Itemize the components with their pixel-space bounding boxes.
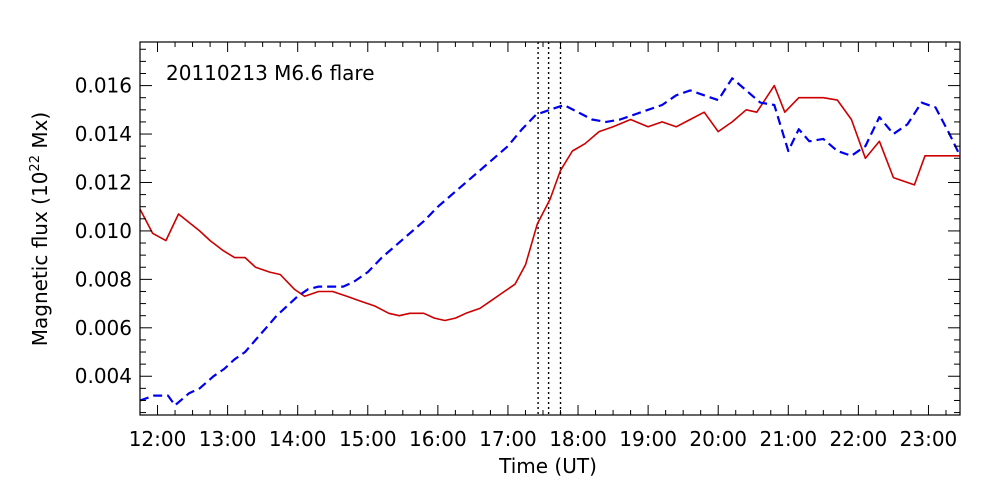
x-tick-label: 21:00 — [759, 427, 817, 451]
flare-markers — [537, 42, 562, 415]
x-tick-label: 20:00 — [689, 427, 747, 451]
x-axis-title: Time (UT) — [498, 454, 597, 478]
y-tick-label: 0.008 — [75, 267, 132, 291]
y-tick-label: 0.006 — [75, 316, 132, 340]
x-tick-label: 17:00 — [479, 427, 537, 451]
x-tick-label: 19:00 — [619, 427, 677, 451]
y-axis-title-prefix: Magnetic flux (10 — [28, 172, 52, 347]
y-axis-title: Magnetic flux (1022 Mx) — [28, 112, 52, 346]
y-axis-title-exponent: 22 — [28, 155, 43, 172]
y-tick-label: 0.010 — [75, 219, 132, 243]
ticks-layer: 12:00 13:00 14:00 15:00 16:00 17:00 18:00 19:00… — [75, 42, 960, 451]
y-tick-label: 0.004 — [75, 364, 132, 388]
x-tick-label: 18:00 — [549, 427, 607, 451]
y-tick-label: 0.016 — [75, 74, 132, 98]
x-tick-label: 16:00 — [409, 427, 467, 451]
x-tick-label: 14:00 — [269, 427, 327, 451]
y-tick-label: 0.012 — [75, 170, 132, 194]
x-tick-label: 15:00 — [339, 427, 397, 451]
series-layer — [139, 77, 961, 407]
y-axis-title-suffix: Mx) — [28, 112, 52, 155]
x-tick-label: 12:00 — [129, 427, 187, 451]
x-tick-label: 22:00 — [830, 427, 888, 451]
x-tick-label: 13:00 — [199, 427, 257, 451]
series-line-red-solid — [139, 84, 960, 322]
plot-frame — [139, 41, 961, 416]
chart-title: 20110213 M6.6 flare — [166, 61, 375, 85]
x-tick-label: 23:00 — [900, 427, 958, 451]
y-tick-label: 0.014 — [75, 122, 132, 146]
